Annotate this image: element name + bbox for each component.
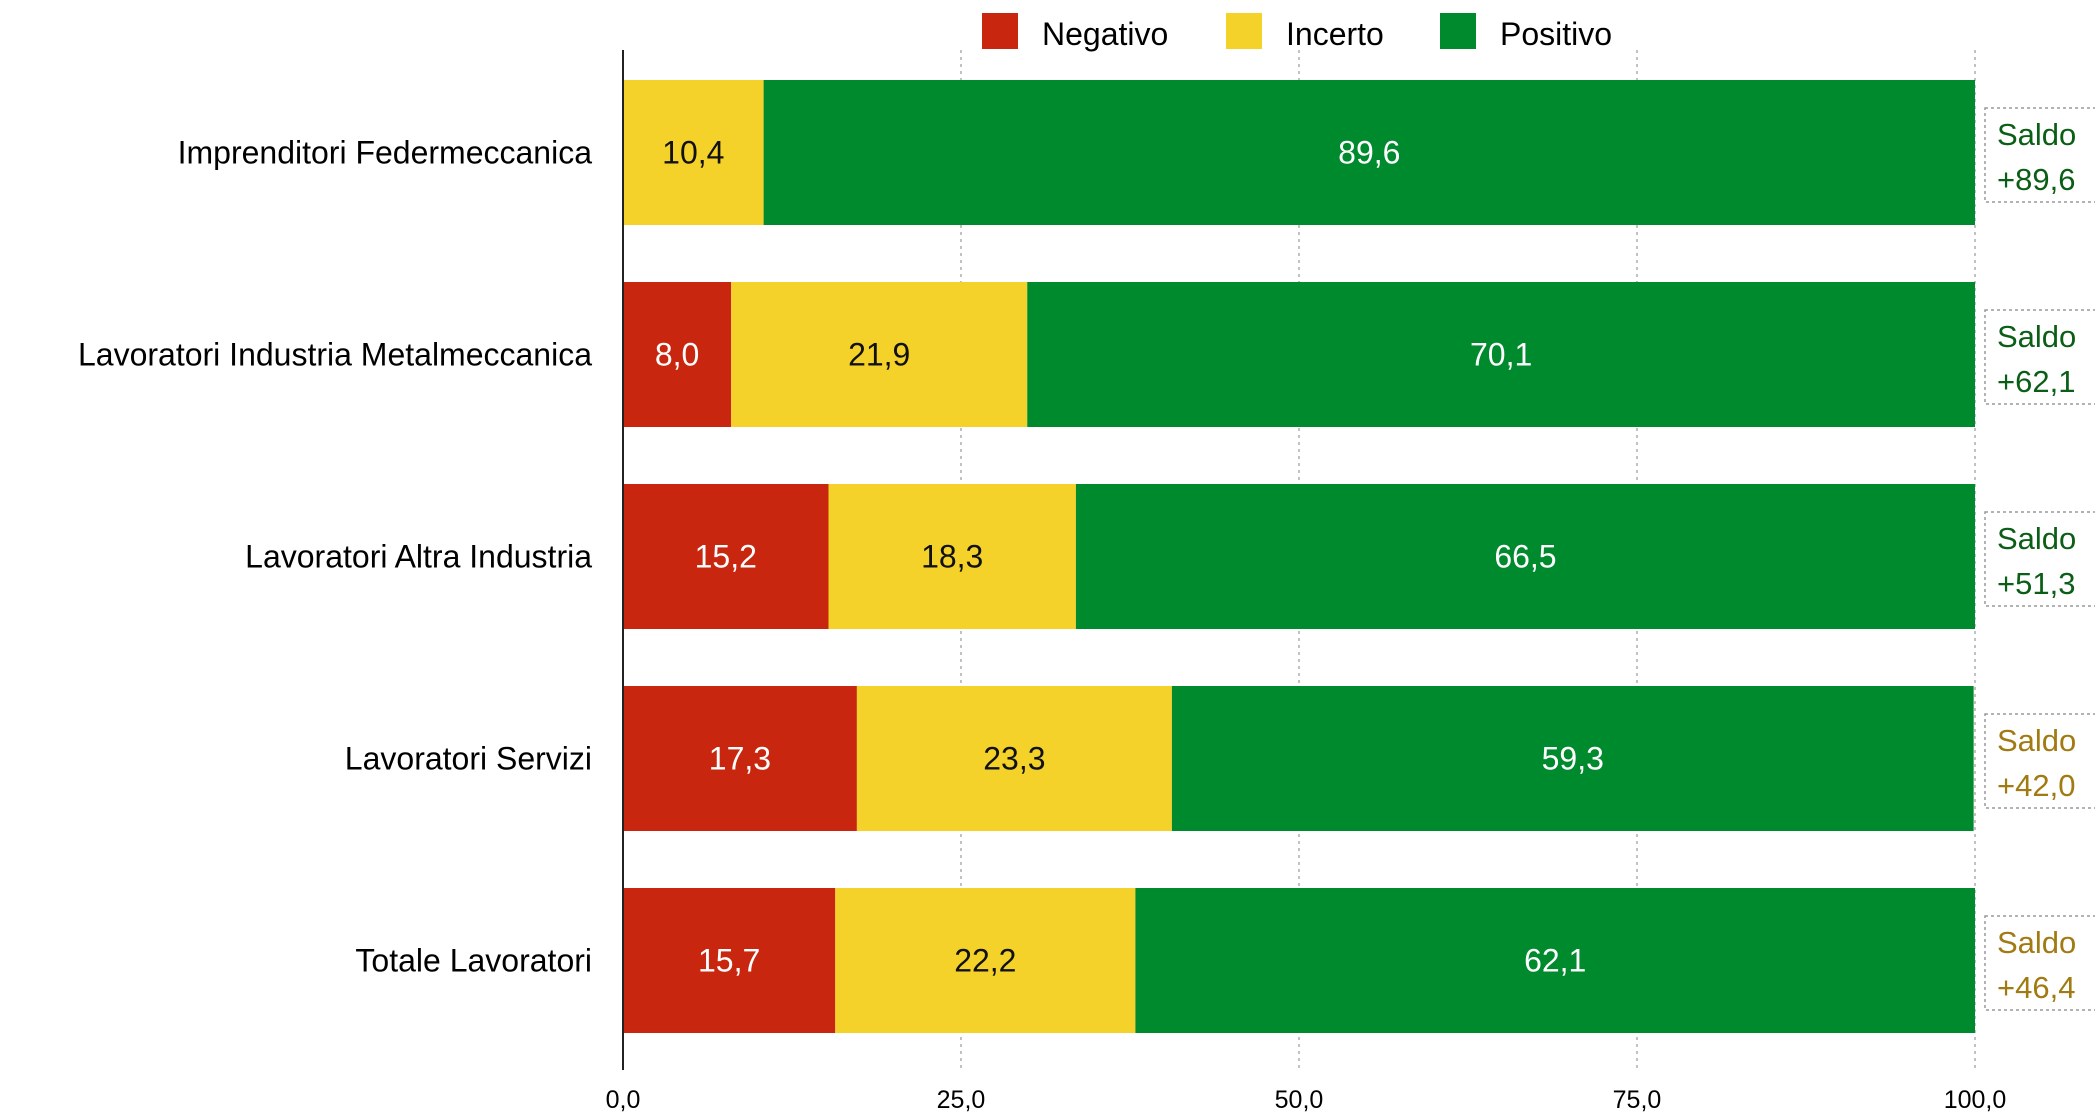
bar-segment-incerto (835, 888, 1136, 1033)
bar-value-label: 70,1 (1470, 337, 1532, 373)
saldo-value: +46,4 (1997, 970, 2075, 1005)
saldo-label: Saldo (1997, 723, 2076, 758)
bar-value-label: 21,9 (848, 337, 910, 373)
category-label: Imprenditori Federmeccanica (178, 135, 593, 171)
saldo-value: +62,1 (1997, 364, 2075, 399)
category-label: Lavoratori Industria Metalmeccanica (78, 337, 592, 373)
category-label: Lavoratori Servizi (345, 741, 592, 777)
bar-segment-positivo (1027, 282, 1975, 427)
bar-segment-negativo (623, 686, 857, 831)
saldo-value: +51,3 (1997, 566, 2075, 601)
bar-value-label: 18,3 (921, 539, 983, 575)
bar-segment-negativo (623, 484, 829, 629)
bar-value-label: 89,6 (1338, 135, 1400, 171)
x-tick-label: 50,0 (1275, 1086, 1324, 1113)
saldo-box (1984, 511, 2095, 607)
bar-value-label: 15,2 (695, 539, 757, 575)
x-tick-label: 25,0 (937, 1086, 986, 1113)
saldo-value: +42,0 (1997, 768, 2075, 803)
bar-value-label: 66,5 (1494, 539, 1556, 575)
bar-value-label: 22,2 (954, 943, 1016, 979)
saldo-label: Saldo (1997, 117, 2076, 152)
bar-value-label: 62,1 (1524, 943, 1586, 979)
bar-segment-incerto (856, 686, 1172, 831)
bar-value-label: 59,3 (1542, 741, 1604, 777)
bar-segment-positivo (763, 80, 1976, 225)
category-label: Totale Lavoratori (355, 943, 592, 979)
category-label: Lavoratori Altra Industria (245, 539, 592, 575)
legend-label: Positivo (1500, 16, 1612, 52)
bar-value-label: 17,3 (709, 741, 771, 777)
bar-segment-positivo (1135, 888, 1975, 1033)
x-tick-label: 75,0 (1613, 1086, 1662, 1113)
x-tick-label: 100,0 (1944, 1086, 2007, 1113)
legend-label: Negativo (1042, 16, 1168, 52)
bar-segment-positivo (1171, 686, 1974, 831)
x-tick-label: 0,0 (606, 1086, 641, 1113)
bar-segment-negativo (623, 282, 732, 427)
legend-swatch-incerto (1226, 13, 1262, 49)
legend-swatch-positivo (1440, 13, 1476, 49)
bar-value-label: 15,7 (698, 943, 760, 979)
bar-segment-incerto (731, 282, 1028, 427)
bar-segment-incerto (828, 484, 1076, 629)
saldo-label: Saldo (1997, 521, 2076, 556)
saldo-label: Saldo (1997, 319, 2076, 354)
bar-segment-positivo (1075, 484, 1975, 629)
bar-segment-incerto (623, 80, 764, 225)
legend-swatch-negativo (982, 13, 1018, 49)
saldo-label: Saldo (1997, 925, 2076, 960)
bar-value-label: 23,3 (983, 741, 1045, 777)
legend-label: Incerto (1286, 16, 1384, 52)
bar-value-label: 8,0 (655, 337, 699, 373)
saldo-box (1984, 713, 2095, 809)
saldo-value: +89,6 (1997, 162, 2075, 197)
saldo-box (1984, 107, 2095, 203)
saldo-box (1984, 309, 2095, 405)
saldo-box (1984, 915, 2095, 1011)
bar-value-label: 10,4 (662, 135, 724, 171)
bar-segment-negativo (623, 888, 836, 1033)
